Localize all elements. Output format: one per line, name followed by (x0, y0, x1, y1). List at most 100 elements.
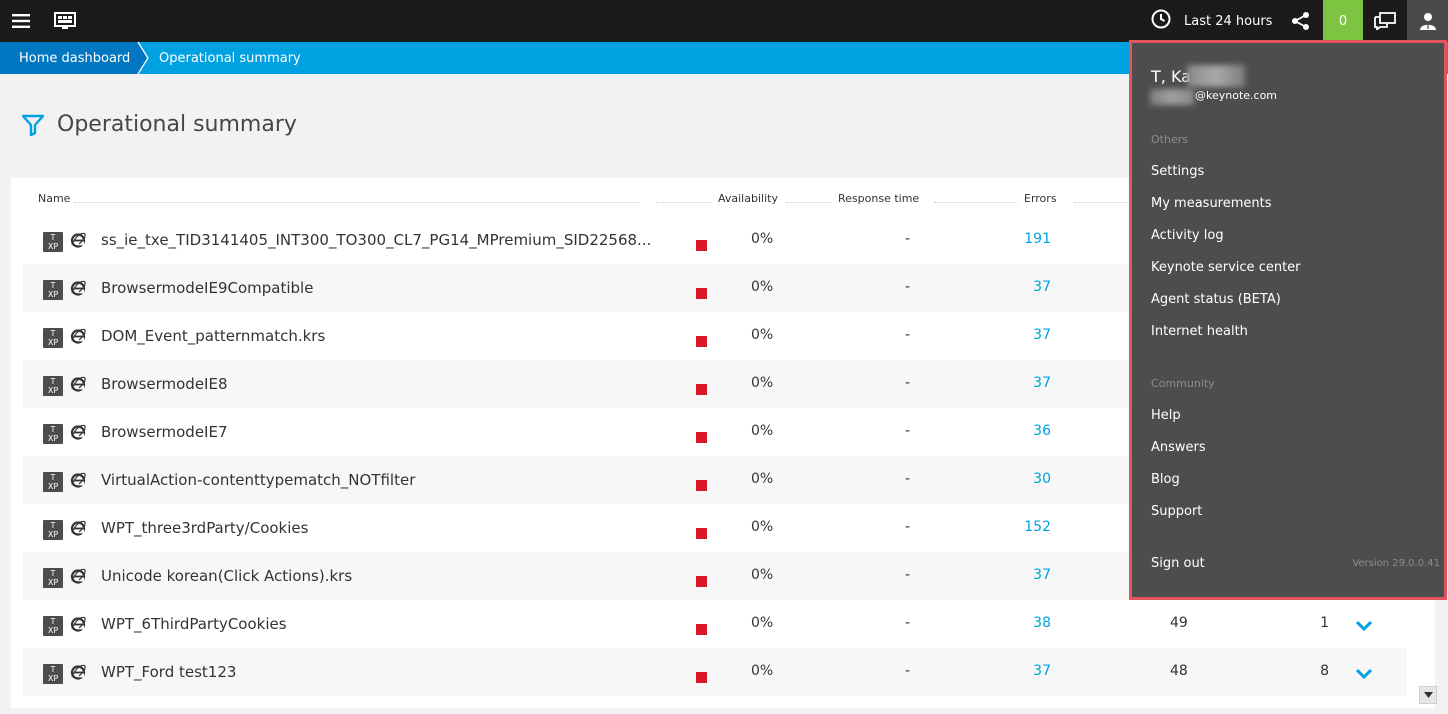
timeframe-label: Last 24 hours (1184, 13, 1273, 29)
menu-item-settings[interactable]: Settings (1151, 164, 1205, 179)
row-errors-link[interactable]: 37 (1033, 375, 1051, 391)
menu-item-internet-health[interactable]: Internet health (1151, 324, 1248, 339)
availability-status-indicator (696, 240, 707, 251)
user-menu: T, Ka @keynote.com Others Settings My me… (1129, 40, 1447, 600)
monitor-icon[interactable] (50, 0, 80, 42)
chat-icon[interactable] (1370, 0, 1400, 42)
row-errors-link[interactable]: 37 (1033, 567, 1051, 583)
column-header-errors[interactable]: Errors (1024, 192, 1057, 205)
menu-item-my-measurements[interactable]: My measurements (1151, 196, 1272, 211)
filter-icon[interactable] (22, 114, 44, 136)
row-name[interactable]: WPT_6ThirdPartyCookies (101, 615, 287, 633)
column-divider (934, 202, 1018, 203)
redacted-email (1150, 89, 1194, 105)
menu-item-keynote-service-center[interactable]: Keynote service center (1151, 260, 1301, 275)
table-row[interactable]: T XP DOM_Event_patternmatch.krs 0% - 37 (23, 312, 1407, 360)
row-name[interactable]: WPT_Ford test123 (101, 663, 237, 681)
row-response-time: - (905, 279, 911, 295)
menu-item-help[interactable]: Help (1151, 408, 1181, 423)
breadcrumb-home-label: Home dashboard (19, 50, 131, 66)
availability-status-indicator (696, 432, 707, 443)
share-icon[interactable] (1286, 0, 1316, 42)
row-errors-link[interactable]: 36 (1033, 423, 1051, 439)
txp-icon-top: T (50, 329, 56, 338)
breadcrumb-home[interactable]: Home dashboard (0, 42, 148, 74)
row-availability: 0% (751, 519, 774, 535)
menu-section-others: Others (1151, 133, 1188, 146)
row-errors-link[interactable]: 191 (1024, 231, 1051, 247)
clock-icon (1150, 8, 1172, 34)
txp-icon-bottom: XP (47, 290, 59, 299)
row-availability: 0% (751, 423, 774, 439)
row-errors-link[interactable]: 37 (1033, 663, 1051, 679)
row-name[interactable]: DOM_Event_patternmatch.krs (101, 327, 326, 345)
row-name[interactable]: VirtualAction-contenttypematch_NOTfilter (101, 471, 416, 489)
txp-icon: T XP (43, 424, 63, 444)
column-divider (74, 202, 640, 203)
row-value: 1 (1320, 615, 1329, 631)
row-availability: 0% (751, 663, 774, 679)
row-name[interactable]: WPT_three3rdParty/Cookies (101, 519, 309, 537)
txp-icon: T XP (43, 232, 63, 252)
menu-item-activity-log[interactable]: Activity log (1151, 228, 1224, 243)
column-divider (786, 202, 832, 203)
column-header-response-time[interactable]: Response time (838, 192, 920, 205)
menu-item-blog[interactable]: Blog (1151, 472, 1180, 487)
user-icon[interactable] (1407, 0, 1448, 42)
menu-item-answers[interactable]: Answers (1151, 440, 1206, 455)
ie-icon (70, 376, 86, 392)
txp-icon-bottom: XP (47, 626, 59, 635)
row-response-time: - (905, 567, 911, 583)
ie-icon (70, 520, 86, 536)
availability-status-indicator (696, 624, 707, 635)
table-row[interactable]: T XP WPT_6ThirdPartyCookies 0% - 38 49 1 (23, 600, 1407, 648)
txp-icon: T XP (43, 664, 63, 684)
chevron-down-icon[interactable] (1355, 618, 1373, 632)
row-name[interactable]: BrowsermodeIE8 (101, 375, 228, 393)
txp-icon: T XP (43, 520, 63, 540)
problems-badge[interactable]: 0 (1323, 0, 1363, 42)
hamburger-icon[interactable] (6, 0, 36, 42)
row-response-time: - (905, 375, 911, 391)
availability-status-indicator (696, 576, 707, 587)
table-row[interactable]: T XP WPT_Ford test123 0% - 37 48 8 (23, 648, 1407, 696)
chevron-down-icon[interactable] (1355, 666, 1373, 680)
row-errors-link[interactable]: 37 (1033, 279, 1051, 295)
row-name[interactable]: BrowsermodeIE9Compatible (101, 279, 314, 297)
row-name[interactable]: Unicode korean(Click Actions).krs (101, 567, 353, 585)
table-row[interactable]: T XP WPT_three3rdParty/Cookies 0% - 152 (23, 504, 1407, 552)
row-response-time: - (905, 231, 911, 247)
table-row[interactable]: T XP ss_ie_txe_TID3141405_INT300_TO300_CL7… (23, 216, 1407, 264)
row-errors-link[interactable]: 30 (1033, 471, 1051, 487)
scrollbar-down-arrow[interactable] (1419, 686, 1437, 704)
menu-item-support[interactable]: Support (1151, 504, 1203, 519)
column-header-name[interactable]: Name (38, 192, 71, 205)
redacted-name (1187, 65, 1245, 87)
txp-icon-bottom: XP (47, 242, 59, 251)
menu-item-agent-status[interactable]: Agent status (BETA) (1151, 292, 1281, 307)
ie-icon (70, 280, 86, 296)
row-errors-link[interactable]: 152 (1024, 519, 1051, 535)
column-divider (656, 202, 712, 203)
breadcrumb-current[interactable]: Operational summary (159, 42, 301, 74)
row-availability: 0% (751, 327, 774, 343)
sign-out-button[interactable]: Sign out (1151, 556, 1205, 571)
txp-icon-top: T (50, 617, 56, 626)
row-errors-link[interactable]: 38 (1033, 615, 1051, 631)
ie-icon (70, 568, 86, 584)
row-response-time: - (905, 471, 911, 487)
txp-icon-bottom: XP (47, 674, 59, 683)
txp-icon: T XP (43, 376, 63, 396)
column-header-availability[interactable]: Availability (718, 192, 778, 205)
row-errors-link[interactable]: 37 (1033, 327, 1051, 343)
row-availability: 0% (751, 279, 774, 295)
row-name[interactable]: BrowsermodeIE7 (101, 423, 228, 441)
timeframe-selector[interactable]: Last 24 hours (1150, 0, 1272, 42)
column-divider (1074, 202, 1130, 203)
table-row[interactable]: T XP BrowsermodeIE7 0% - 36 (23, 408, 1407, 456)
txp-icon-top: T (50, 473, 56, 482)
menu-section-community: Community (1151, 377, 1215, 390)
row-name[interactable]: ss_ie_txe_TID3141405_INT300_TO300_CL7_PG… (101, 231, 652, 249)
availability-status-indicator (696, 384, 707, 395)
availability-status-indicator (696, 672, 707, 683)
